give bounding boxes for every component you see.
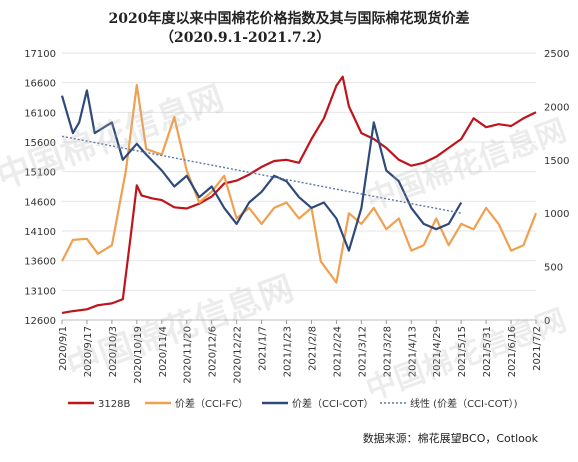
x-tick-label-15: 2021/4/29	[432, 326, 443, 377]
legend-label-3: 线性 (价差（CCI-COT）)	[410, 397, 518, 410]
legend-label-1: 价差（CCI-FC）	[175, 397, 248, 410]
right-tick-label-1: 500	[544, 263, 563, 274]
series-line-2	[60, 89, 463, 252]
x-tick-label-0: 2020/9/1	[58, 326, 69, 371]
series-line-0	[61, 75, 537, 314]
x-tick-label-4: 2020/11/4	[158, 326, 169, 377]
series-line-1	[61, 83, 538, 284]
x-tick-label-8: 2021/1/7	[258, 326, 269, 371]
left-tick-label-7: 16100	[24, 108, 56, 119]
chart-title-line2: （2020.9.1-2021.7.2）	[160, 30, 331, 46]
x-tick-label-1: 2020/9/17	[83, 326, 94, 377]
x-tick-label-17: 2021/5/31	[482, 326, 493, 377]
x-tick-label-19: 2021/7/2	[532, 326, 543, 371]
x-tick-label-5: 2020/11/20	[183, 326, 194, 384]
x-tick-label-16: 2021/5/15	[457, 326, 468, 377]
right-tick-label-2: 1000	[544, 209, 569, 220]
left-tick-label-8: 16600	[24, 79, 56, 90]
left-tick-label-4: 14600	[24, 197, 56, 208]
left-tick-label-2: 13600	[24, 257, 56, 268]
data-source: 数据来源：棉花展望BCO，Cotlook	[362, 432, 538, 445]
left-tick-label-5: 15100	[24, 168, 56, 179]
left-tick-label-0: 12600	[24, 316, 56, 327]
right-tick-label-0: 0	[544, 316, 550, 327]
x-tick-label-10: 2021/2/8	[307, 326, 318, 371]
x-tick-label-7: 2020/12/22	[233, 326, 244, 384]
x-tick-label-14: 2021/4/13	[407, 326, 418, 377]
right-tick-label-3: 1500	[544, 156, 569, 167]
left-tick-label-3: 14100	[24, 227, 56, 238]
right-tick-label-5: 2500	[544, 49, 569, 60]
x-tick-label-13: 2021/3/28	[382, 326, 393, 377]
x-tick-label-9: 2021/1/23	[283, 326, 294, 377]
legend-label-0: 3128B	[98, 399, 130, 410]
legend-label-2: 价差（CCI-COT）	[292, 397, 373, 410]
x-tick-label-18: 2021/6/16	[507, 326, 518, 377]
right-tick-label-4: 2000	[544, 102, 569, 113]
left-tick-label-1: 13100	[24, 286, 56, 297]
x-tick-label-11: 2021/2/24	[332, 326, 343, 377]
x-tick-label-3: 2020/10/19	[133, 326, 144, 384]
left-tick-label-9: 17100	[24, 49, 56, 60]
x-tick-label-12: 2021/3/12	[357, 326, 368, 377]
x-tick-label-6: 2020/12/6	[208, 326, 219, 377]
left-tick-label-6: 15600	[24, 138, 56, 149]
chart-title-line1: 2020年度以来中国棉花价格指数及其与国际棉花现货价差	[108, 11, 470, 27]
x-tick-label-2: 2020/10/3	[108, 326, 119, 377]
